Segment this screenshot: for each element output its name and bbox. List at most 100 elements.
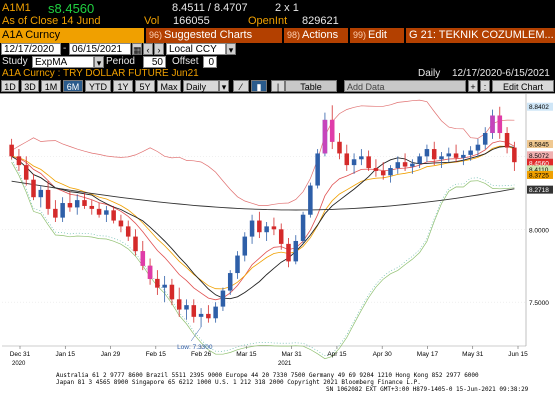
candle-body [308, 185, 313, 215]
y-tick-label: 8.0000 [529, 227, 549, 234]
period-label: Period [106, 56, 135, 67]
x-tick-label: May 31 [462, 351, 484, 358]
chart-template-label: G 21: TEKNIK COZUMLEM... [409, 29, 554, 41]
date-range-bar: 12/17/2020 - 06/15/2021 ▦ ‹ › Local CCY … [0, 43, 555, 56]
edit-label: Edit [368, 29, 387, 41]
ema-9-line [11, 140, 515, 301]
x-tick-label: Mar 15 [236, 351, 257, 358]
period-button-6m[interactable]: 6M [63, 80, 83, 92]
study-chevron-down-icon[interactable]: ▾ [94, 56, 104, 68]
add-data-button[interactable]: Add Data [344, 80, 466, 92]
offset-field[interactable]: 0 [203, 56, 217, 68]
candle-body [271, 226, 277, 230]
table-button[interactable]: Table [285, 80, 337, 92]
candle-body [417, 156, 422, 164]
actions-button[interactable]: 98) Actions [284, 28, 348, 43]
footer-line-2: Japan 81 3 4565 8900 Singapore 65 6212 1… [56, 379, 421, 386]
chart-frequency: Daily [418, 68, 441, 79]
next-range-icon[interactable]: › [154, 43, 164, 55]
period-button-1m[interactable]: 1M [41, 80, 61, 92]
currency-select[interactable]: Local CCY [166, 43, 226, 55]
quote-bid-ask: 8.4511 / 8.4707 [172, 2, 248, 14]
candle-body [16, 156, 22, 166]
candle-body [504, 133, 510, 148]
candle-body [410, 163, 415, 167]
candle-body [74, 200, 80, 208]
edit-chart-button[interactable]: Edit Chart [492, 80, 554, 92]
x-tick-label: Jun 15 [508, 351, 528, 358]
quote-vol: 166055 [173, 15, 210, 27]
settings-icon[interactable]: : [480, 80, 490, 92]
upper-band-line [11, 99, 515, 206]
footer-line-1: Australia 61 2 9777 8600 Brazil 5511 239… [56, 372, 479, 379]
low-annotation: Low: 7.3300 [177, 344, 213, 351]
security-input[interactable]: A1A Curncy [0, 28, 144, 43]
dotted-trend-line [11, 159, 515, 357]
candle-body [235, 255, 240, 274]
price-label-box [527, 165, 553, 174]
candle-body [111, 210, 116, 221]
candle-body [359, 156, 364, 160]
candle-body [155, 278, 160, 288]
candle-body [278, 229, 284, 244]
lower-band-line [11, 162, 515, 360]
end-date-field[interactable]: 06/15/2021 [69, 43, 131, 55]
line-chart-icon[interactable]: ⁄ [233, 80, 249, 92]
candle-body [475, 144, 481, 151]
price-label: 8.5845 [529, 142, 549, 149]
candle-body [162, 284, 167, 288]
frequency-select[interactable]: Daily [183, 80, 219, 92]
candle-body [402, 162, 408, 167]
candle-body [373, 168, 379, 171]
candle-body [439, 156, 444, 160]
candle-body [512, 147, 517, 163]
candle-body [431, 149, 437, 160]
candle-body [257, 220, 262, 233]
footer-line-3: SN 1062082 EXT GMT+3:00 H879-1405-0 15-J… [326, 386, 529, 393]
study-select[interactable]: ExpMA [32, 56, 94, 68]
separator-icon: | [271, 80, 285, 92]
date-separator: - [63, 43, 67, 54]
frequency-chevron-down-icon[interactable]: ▾ [219, 80, 229, 92]
chart-date-range: 12/17/2020-6/15/2021 [452, 68, 550, 79]
edit-button[interactable]: 99) Edit [350, 28, 404, 43]
currency-chevron-down-icon[interactable]: ▾ [226, 43, 236, 55]
period-field[interactable]: 50 [143, 56, 166, 68]
bloomberg-footer: Australia 61 2 9777 8600 Brazil 5511 239… [0, 370, 555, 400]
candle-body [286, 243, 291, 262]
period-button-3d[interactable]: 3D [21, 80, 39, 92]
x-tick-label: Dec 31 [10, 351, 31, 358]
chart-template-tab[interactable]: G 21: TEKNIK COZUMLEM... [406, 28, 555, 43]
quote-oi-label: OpenInt [248, 15, 288, 27]
suggested-charts-button[interactable]: 96) Suggested Charts [146, 28, 282, 43]
price-label-box [527, 158, 553, 167]
candle-body [133, 236, 138, 252]
candle-body [9, 144, 14, 157]
period-button-ytd[interactable]: YTD [85, 80, 111, 92]
low-annotation-line [190, 326, 202, 342]
candle-chart-icon[interactable]: ▮ [251, 80, 267, 92]
calendar-icon[interactable]: ▦ [132, 43, 142, 55]
prev-range-icon[interactable]: ‹ [143, 43, 153, 55]
candle-body [388, 168, 393, 176]
candle-body [31, 179, 36, 198]
period-button-1y[interactable]: 1Y [113, 80, 133, 92]
start-date-field[interactable]: 12/17/2020 [1, 43, 61, 55]
candle-body [125, 226, 131, 237]
price-label: 8.5072 [529, 153, 549, 160]
period-button-max[interactable]: Max [157, 80, 181, 92]
candle-body [220, 290, 226, 307]
x-tick-label: Jan 29 [101, 351, 121, 358]
signal-candle [497, 115, 503, 134]
quote-open-interest: 829621 [302, 15, 339, 27]
signal-candle [490, 115, 495, 134]
period-button-1d[interactable]: 1D [1, 80, 19, 92]
period-button-5y[interactable]: 5Y [135, 80, 155, 92]
zoom-icon[interactable]: + [468, 80, 478, 92]
candle-body [191, 305, 197, 317]
candle-body [249, 220, 255, 237]
candle-body [53, 208, 58, 218]
candle-body [82, 200, 87, 206]
